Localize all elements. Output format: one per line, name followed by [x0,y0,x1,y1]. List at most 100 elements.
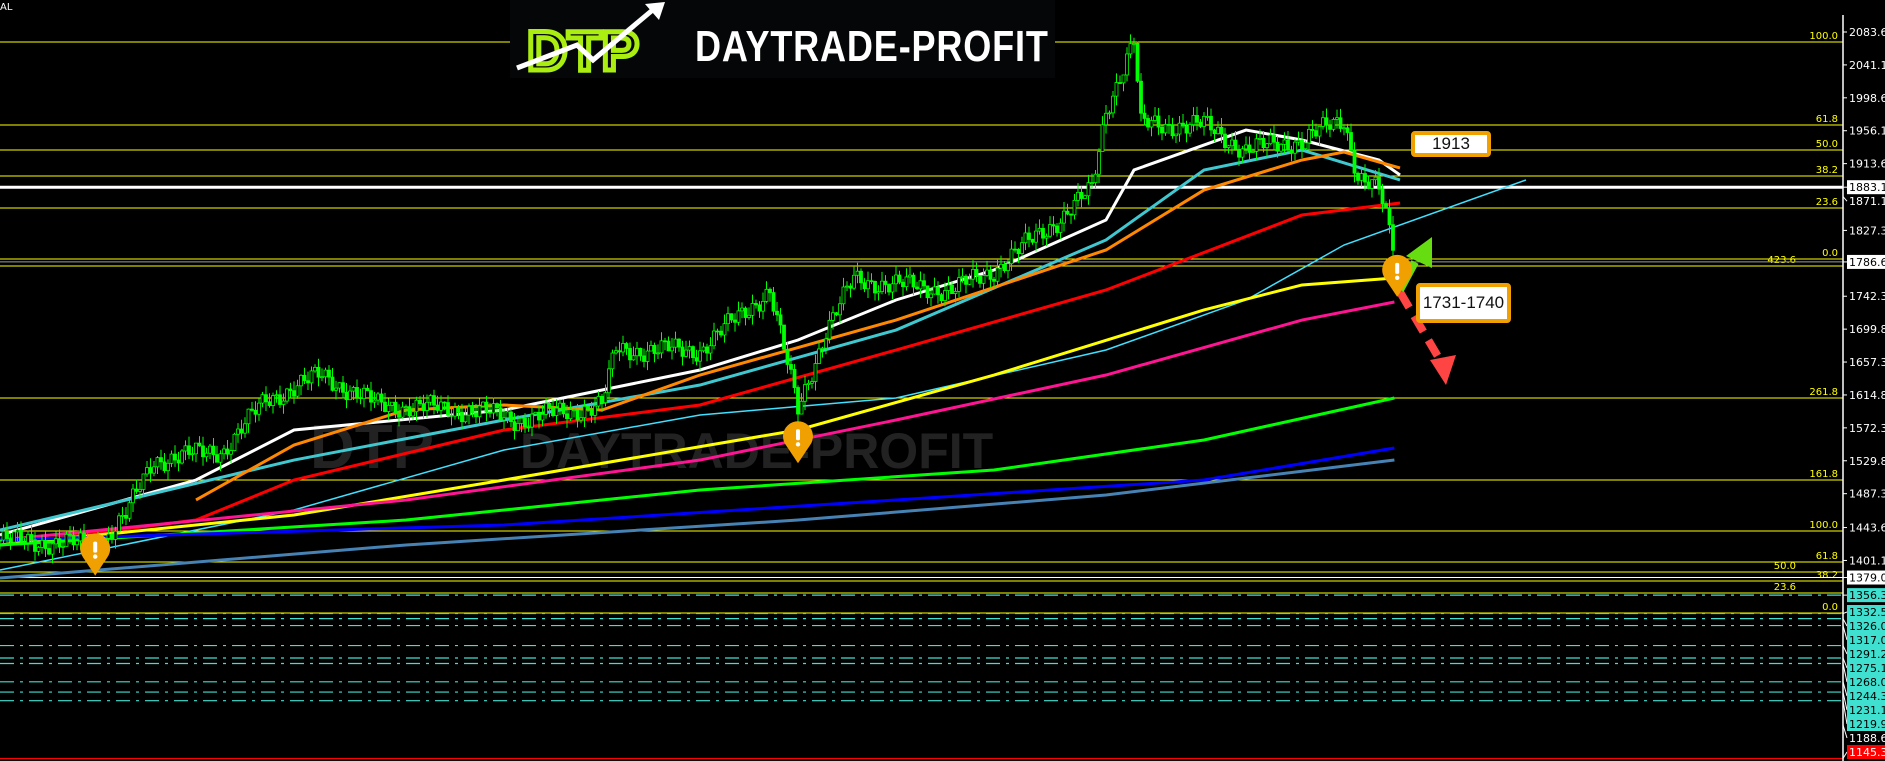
candle-body [677,338,681,348]
candle-body [806,382,811,385]
candle-body [1121,74,1126,84]
candle-body [15,529,20,533]
candle-body [698,350,702,362]
logo: DTP [510,0,1055,78]
support-tag-label: 1219.99 [1849,718,1885,731]
candle-body [526,426,531,429]
candle-body [701,346,706,352]
candle-body [502,417,506,421]
candle-body [274,394,279,397]
price-tag-label: 1379.07 [1849,572,1885,585]
axis-tick-label: 1188.61 [1849,732,1885,745]
candle-body [1153,115,1157,121]
candle-body [400,406,405,418]
candle-body [589,408,594,416]
candle-body [302,374,307,382]
candle-body [694,357,699,362]
candle-body [337,382,342,389]
candle-body [1184,125,1189,134]
candle-body [1331,118,1336,130]
axis-tick [1842,196,1848,202]
candle-body [257,402,261,415]
candle-body [201,445,205,458]
candle-body [1079,191,1084,199]
candle-body [344,391,349,401]
candle-body [162,461,167,472]
candle-body [358,397,363,399]
candle-body [904,276,909,288]
candle-body [1111,95,1115,114]
candle-body [138,489,142,492]
candle-body [1296,139,1301,143]
candle-body [740,307,744,312]
candle-body [1380,188,1385,205]
candle-body [313,366,317,372]
candle-body [820,347,825,350]
candle-body [1023,232,1028,244]
candle-body [264,394,268,403]
candle-body [754,303,758,306]
alert-exclamation-dot [1395,275,1400,281]
support-tag [1847,675,1885,689]
candle-body [253,409,258,415]
candle-body [1062,210,1066,224]
candle-body [327,369,331,378]
candle-body [852,274,856,289]
axis-tick-label: 1956.11 [1849,125,1885,138]
candle-body [120,515,125,517]
candle-body [554,407,559,417]
candle-body [1366,181,1371,189]
candle-body [946,284,951,291]
axis-tick [1842,611,1848,615]
fib-label: 38.2 [1816,165,1838,176]
candle-body [838,303,842,316]
candle-body [1265,143,1269,149]
candle-body [1181,122,1185,127]
axis-tick [1842,645,1848,655]
candle-body [1104,112,1108,126]
candle-body [449,414,454,417]
candle-body [1093,173,1098,184]
fib-label: 23.6 [1774,582,1796,593]
candle-body [719,330,723,336]
candle-body [649,344,653,352]
candle-body [1135,42,1140,82]
candle-body [803,384,807,402]
candle-body [894,274,898,285]
candle-body [890,283,895,293]
candle-body [134,488,139,492]
price-axis: 2083.61 2041.11 1998.61 1956.11 1913.61 1883.… [1842,15,1885,761]
candle-body [1132,42,1136,45]
candle-body [271,395,275,406]
support-tag-label: 1268.06 [1849,676,1885,689]
candle-body [152,466,156,474]
candle-body [29,534,34,541]
candle-body [1020,242,1024,254]
candle-body [285,388,289,402]
candle-body [1387,207,1392,226]
candle-body [883,280,888,285]
candle-body [1118,82,1122,84]
candle-body [365,387,370,392]
candle-body [1391,224,1395,251]
candle-body [939,294,944,302]
candle-body [288,388,293,392]
candle-body [1034,230,1038,243]
candle-body [432,395,436,406]
candle-body [901,281,905,288]
moving-average-line [0,201,1401,547]
candle-body [533,411,538,415]
candle-body [922,280,926,287]
candle-body [1237,149,1241,158]
candle-body [418,399,422,405]
candle-body [607,368,611,394]
candle-body [260,394,265,404]
candle-body [1016,248,1021,254]
candle-body [316,366,321,378]
price-tag [1847,745,1885,759]
candle-body [523,417,527,428]
candle-body [1076,191,1080,201]
candle-body [232,433,237,452]
candle-body [1044,235,1049,239]
